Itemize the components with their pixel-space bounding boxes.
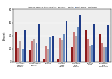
Y-axis label: Percent: Percent xyxy=(3,31,7,40)
Bar xyxy=(36,43,37,62)
Bar xyxy=(85,30,87,62)
Bar xyxy=(15,32,17,62)
Bar xyxy=(63,34,65,62)
Bar xyxy=(24,30,26,62)
Bar xyxy=(29,50,31,62)
Bar xyxy=(73,32,75,62)
Bar xyxy=(75,36,77,62)
Bar xyxy=(61,40,63,62)
Bar xyxy=(105,47,107,62)
Legend: Alzheimer disease or other dementias, Depression, Diabetes, Heart disease, Hyper: Alzheimer disease or other dementias, De… xyxy=(27,7,98,8)
Bar xyxy=(103,47,105,62)
Bar xyxy=(101,43,103,62)
Bar xyxy=(31,41,33,62)
Bar xyxy=(38,24,40,62)
Bar xyxy=(66,21,67,62)
Bar xyxy=(59,38,61,62)
Bar xyxy=(93,24,95,62)
Bar xyxy=(47,49,49,62)
Bar xyxy=(87,39,89,62)
Bar xyxy=(22,49,24,62)
Bar xyxy=(45,46,47,62)
Bar xyxy=(19,41,21,62)
Bar xyxy=(99,34,101,62)
Bar xyxy=(107,25,109,62)
Bar xyxy=(52,36,54,62)
Bar xyxy=(57,59,59,62)
Bar xyxy=(17,48,19,62)
Bar xyxy=(50,37,51,62)
Bar xyxy=(71,47,73,62)
Bar xyxy=(89,46,91,62)
Bar xyxy=(79,15,81,62)
Bar xyxy=(77,27,79,62)
Bar xyxy=(33,39,35,62)
Bar xyxy=(43,59,45,62)
Bar xyxy=(91,45,93,62)
